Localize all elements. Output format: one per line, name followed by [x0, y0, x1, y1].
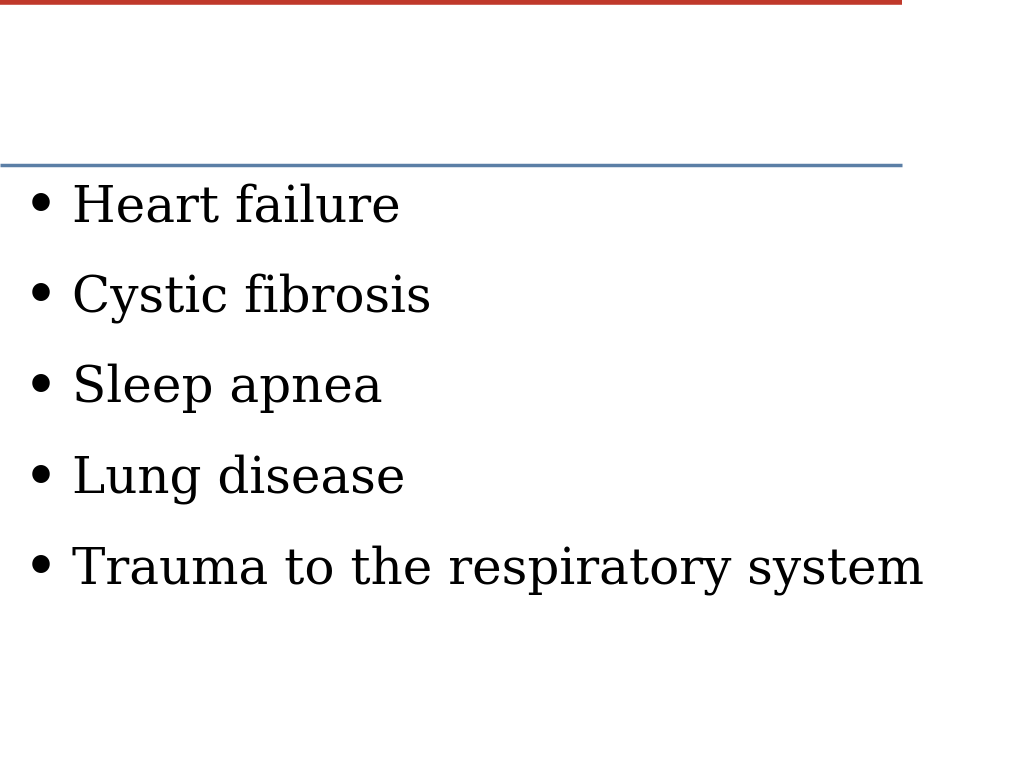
Text: Cystic fibrosis: Cystic fibrosis [72, 273, 432, 323]
Text: •: • [25, 364, 56, 413]
Text: Trauma to the respiratory system: Trauma to the respiratory system [72, 545, 925, 595]
Text: •: • [25, 183, 56, 232]
Text: •: • [25, 455, 56, 504]
Text: Lung disease: Lung disease [72, 454, 406, 505]
Text: Sleep apnea: Sleep apnea [72, 364, 383, 413]
Text: •: • [25, 273, 56, 323]
Text: Heart failure: Heart failure [72, 183, 401, 232]
Text: •: • [25, 545, 56, 594]
